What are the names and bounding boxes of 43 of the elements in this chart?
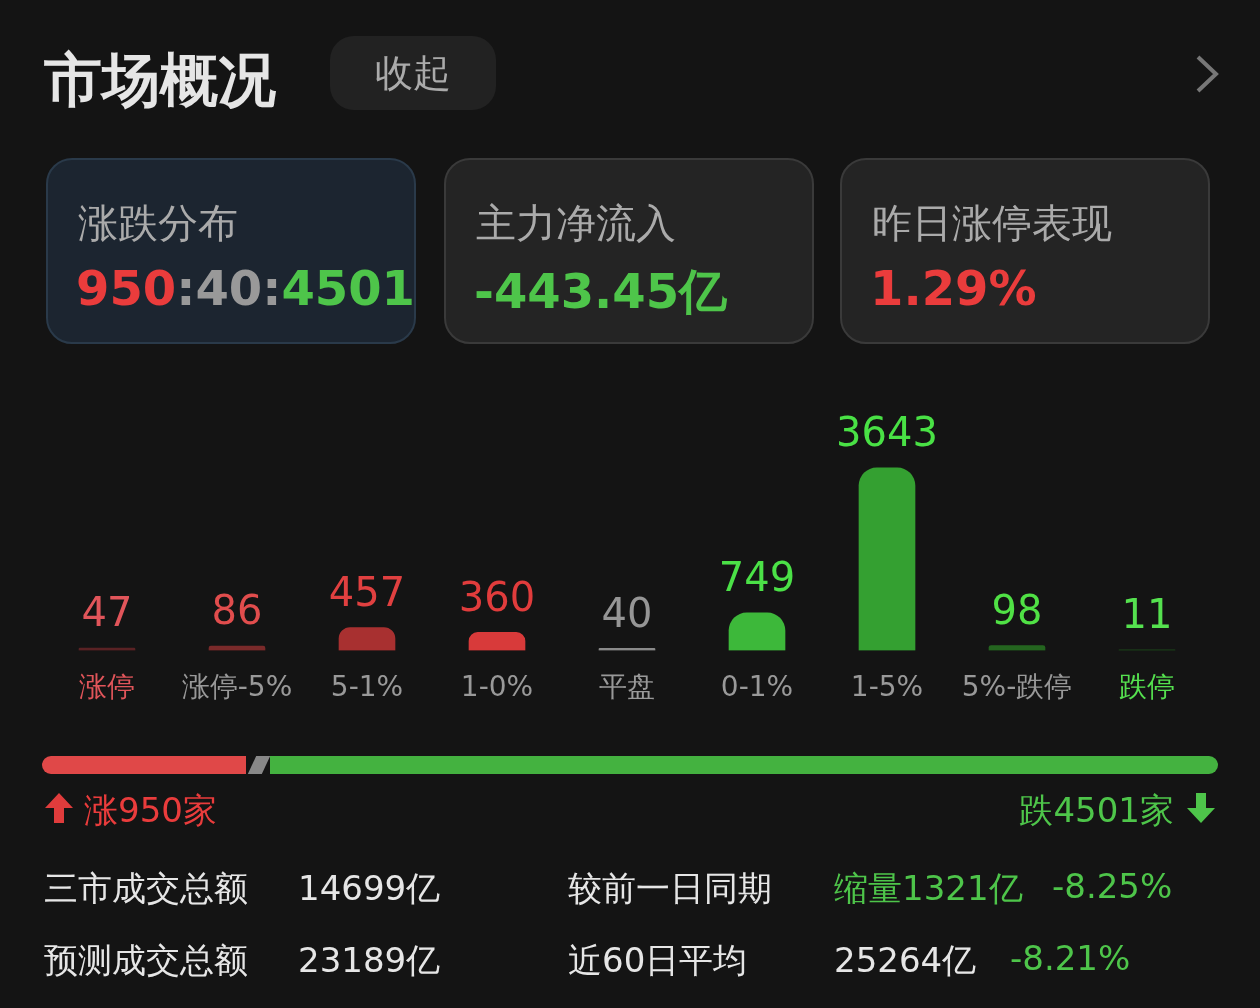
bar — [468, 632, 526, 651]
bar — [988, 645, 1046, 651]
text: 较前一日同期 — [568, 867, 772, 910]
text: 缩量1321亿 — [834, 867, 1023, 910]
data-label: 3643 — [836, 409, 938, 456]
text: 25264亿 — [834, 939, 977, 982]
text: 预测成交总额 — [44, 939, 248, 982]
text: 跌4501家 — [1019, 789, 1174, 832]
bar — [858, 467, 916, 651]
x-tick-label: 5-1% — [330, 670, 404, 704]
bar — [728, 612, 786, 651]
data-label: 360 — [458, 573, 536, 620]
x-tick-label: 5%-跌停 — [961, 670, 1073, 704]
text: 主力净流入 — [476, 199, 676, 248]
text: 收起 — [330, 36, 496, 110]
text: -8.21% — [1010, 938, 1131, 978]
data-label: 86 — [211, 587, 263, 634]
chart-title: 市场概况 — [44, 45, 276, 116]
data-label: 40 — [601, 589, 653, 636]
text: -8.25% — [1052, 866, 1173, 906]
text: 近60日平均 — [568, 939, 748, 982]
text: 1.29% — [870, 260, 1037, 316]
data-label: 457 — [328, 568, 406, 615]
text: 涨950家 — [84, 789, 217, 832]
text: 950:40:4501 — [76, 260, 415, 316]
text: 23189亿 — [298, 939, 441, 982]
x-tick-label: 涨停-5% — [181, 670, 293, 704]
x-tick-label: 平盘 — [599, 670, 655, 704]
text: -443.45亿 — [474, 262, 728, 321]
data-label: 749 — [718, 554, 796, 601]
x-tick-label: 0-1% — [720, 670, 794, 704]
x-tick-label: 跌停 — [1119, 670, 1175, 704]
x-tick-label: 1-0% — [460, 670, 534, 704]
text: 三市成交总额 — [44, 867, 248, 910]
x-tick-label: 涨停 — [79, 670, 135, 704]
x-tick-label: 1-5% — [850, 670, 924, 704]
data-label: 11 — [1121, 591, 1173, 638]
text: 昨日涨停表现 — [872, 199, 1112, 248]
data-label: 98 — [991, 586, 1043, 633]
text: 涨跌分布 — [78, 199, 238, 248]
data-label: 47 — [81, 589, 133, 636]
bar — [338, 627, 396, 651]
text: 14699亿 — [298, 867, 441, 910]
